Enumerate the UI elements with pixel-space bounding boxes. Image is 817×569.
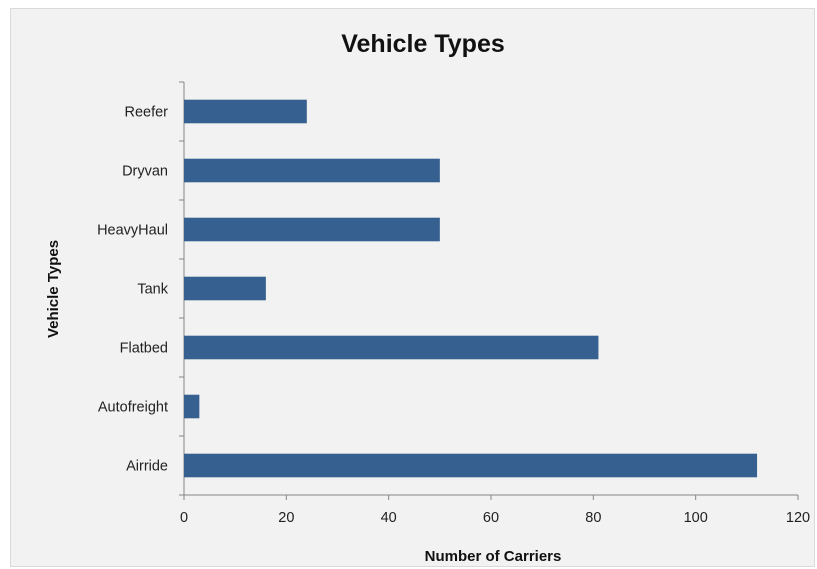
y-tick-label: Autofreight <box>98 400 168 416</box>
x-tick-label: 100 <box>684 510 708 526</box>
bar-airride <box>184 453 758 478</box>
chart-title: Vehicle Types <box>341 30 505 58</box>
bar-dryvan <box>184 158 440 183</box>
x-tick-label: 120 <box>786 510 810 526</box>
bar-chart: Vehicle Types Vehicle Types Number of Ca… <box>45 30 810 565</box>
y-tick-label: Reefer <box>124 105 168 121</box>
x-tick-label: 0 <box>180 510 188 526</box>
x-tick-label: 60 <box>483 510 499 526</box>
chart-area: Vehicle Types Vehicle Types Number of Ca… <box>10 8 815 567</box>
y-tick-label: Tank <box>137 282 168 298</box>
y-tick-label: Dryvan <box>122 164 168 180</box>
plot-area: Airride Autofreight Flatbed Tank HeavyHaul Dr… <box>97 81 810 526</box>
bar-autofreight <box>184 394 200 419</box>
bar-flatbed <box>184 335 599 360</box>
bar-heavyhaul <box>184 217 440 242</box>
x-tick-label: 20 <box>278 510 294 526</box>
x-tick-label: 80 <box>585 510 601 526</box>
y-tick-label: Flatbed <box>120 341 168 357</box>
bar-tank <box>184 276 266 301</box>
y-tick-label: HeavyHaul <box>97 223 168 239</box>
bar-reefer <box>184 99 307 124</box>
x-axis-title: Number of Carriers <box>425 548 562 565</box>
y-tick-label: Airride <box>126 459 168 475</box>
y-axis-title: Vehicle Types <box>45 240 62 338</box>
x-tick-label: 40 <box>381 510 397 526</box>
